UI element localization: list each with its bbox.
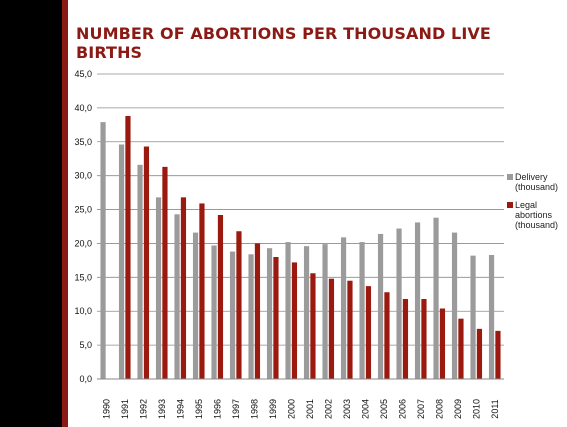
x-tick-label: 2011 <box>490 399 500 418</box>
y-tick-labels: 0,0 5,0 10,0 15,0 20,0 25,0 30,0 35,0 40,0 45,0 <box>74 69 92 384</box>
bar-legal-abortions <box>291 262 298 379</box>
bar-legal-abortions <box>162 166 168 379</box>
x-tick-label: 2002 <box>323 399 333 419</box>
bar-legal-abortions <box>347 280 353 379</box>
bar-delivery <box>322 244 328 379</box>
x-tick-label: 1991 <box>120 399 130 419</box>
x-tick-label: 2005 <box>379 399 389 419</box>
x-tick-label: 1996 <box>212 399 222 419</box>
bar-legal-abortions <box>236 231 242 379</box>
bar-delivery <box>414 222 421 379</box>
x-tick-label: 1992 <box>138 399 148 419</box>
y-tick-label: 35,0 <box>74 137 92 147</box>
x-tick-label: 2006 <box>397 399 407 419</box>
x-tick-label: 2000 <box>286 399 296 419</box>
bar-delivery <box>285 242 291 379</box>
bar-legal-abortions <box>421 299 427 379</box>
bar-legal-abortions <box>476 328 483 379</box>
bar-delivery <box>155 197 162 379</box>
bar-legal-abortions <box>495 330 501 379</box>
x-tick-labels: 1990 1991 1992 1993 1994 1995 1996 1997 1998 1999… <box>101 399 500 419</box>
bar-delivery <box>174 214 180 379</box>
x-tick-label: 2001 <box>305 399 315 419</box>
x-tick-label: 2010 <box>471 399 481 419</box>
bar-delivery <box>118 144 125 379</box>
bar-delivery <box>396 228 402 379</box>
x-tick-label: 2009 <box>453 399 463 419</box>
x-tick-label: 1999 <box>268 399 278 419</box>
bar-delivery <box>192 232 199 379</box>
bar-legal-abortions <box>143 146 150 379</box>
x-tick-label: 2007 <box>416 399 426 419</box>
bar-legal-abortions <box>125 116 131 380</box>
legend-item-legal-abortions: Legal abortions (thousand) <box>507 200 567 230</box>
x-tick-label: 1995 <box>194 399 204 419</box>
bars <box>100 116 501 380</box>
bar-delivery <box>340 237 347 379</box>
x-tick-label: 1998 <box>249 399 259 419</box>
bar-delivery <box>377 233 384 379</box>
y-tick-label: 45,0 <box>74 69 92 79</box>
bar-delivery <box>137 164 143 379</box>
bar-legal-abortions <box>310 273 316 379</box>
x-tick-label: 1993 <box>157 399 167 419</box>
bar-delivery <box>359 242 365 379</box>
bar-legal-abortions <box>217 214 224 379</box>
bar-legal-abortions <box>384 292 390 379</box>
legend-label-delivery: Delivery (thousand) <box>515 172 559 192</box>
bar-legal-abortions <box>199 203 205 379</box>
legend-swatch-legal-abortions <box>507 202 513 208</box>
bar-delivery <box>451 232 458 379</box>
x-tick-label: 1997 <box>231 399 241 419</box>
y-tick-label: 0,0 <box>79 374 92 384</box>
legend: Delivery (thousand) Legal abortions (tho… <box>507 172 567 238</box>
chart-title: NUMBER OF ABORTIONS PER THOUSAND LIVE BI… <box>76 24 491 62</box>
bar-legal-abortions <box>439 308 446 379</box>
y-tick-label: 40,0 <box>74 103 92 113</box>
bar-legal-abortions <box>402 299 409 379</box>
bar-delivery <box>248 254 254 379</box>
y-tick-label: 20,0 <box>74 238 92 248</box>
left-accent-stripe <box>62 0 68 427</box>
left-dark-band <box>0 0 62 427</box>
x-tick-label: 2008 <box>434 399 444 419</box>
bar-delivery <box>303 246 310 379</box>
bar-delivery <box>229 251 236 379</box>
bar-legal-abortions <box>180 197 187 379</box>
x-tick-label: 2004 <box>360 399 370 419</box>
bar-delivery <box>100 122 106 379</box>
bar-legal-abortions <box>254 243 261 379</box>
y-tick-label: 5,0 <box>79 340 92 350</box>
bar-delivery <box>211 245 217 379</box>
y-tick-label: 10,0 <box>74 306 92 316</box>
x-tick-label: 1990 <box>101 399 111 419</box>
legend-label-legal-abortions: Legal abortions (thousand) <box>515 200 559 230</box>
bar-legal-abortions <box>365 286 372 379</box>
bar-delivery <box>470 255 476 379</box>
y-tick-label: 15,0 <box>74 272 92 282</box>
bar-legal-abortions <box>273 257 279 379</box>
bar-legal-abortions <box>328 278 335 379</box>
x-tick-label: 2003 <box>342 399 352 419</box>
legend-item-delivery: Delivery (thousand) <box>507 172 567 192</box>
bar-delivery <box>488 254 495 379</box>
bar-legal-abortions <box>458 318 464 379</box>
y-tick-label: 30,0 <box>74 171 92 181</box>
legend-swatch-delivery <box>507 174 513 180</box>
bar-delivery <box>433 217 439 379</box>
x-tick-label: 1994 <box>175 399 185 419</box>
y-tick-label: 25,0 <box>74 205 92 215</box>
bar-delivery <box>266 248 273 379</box>
